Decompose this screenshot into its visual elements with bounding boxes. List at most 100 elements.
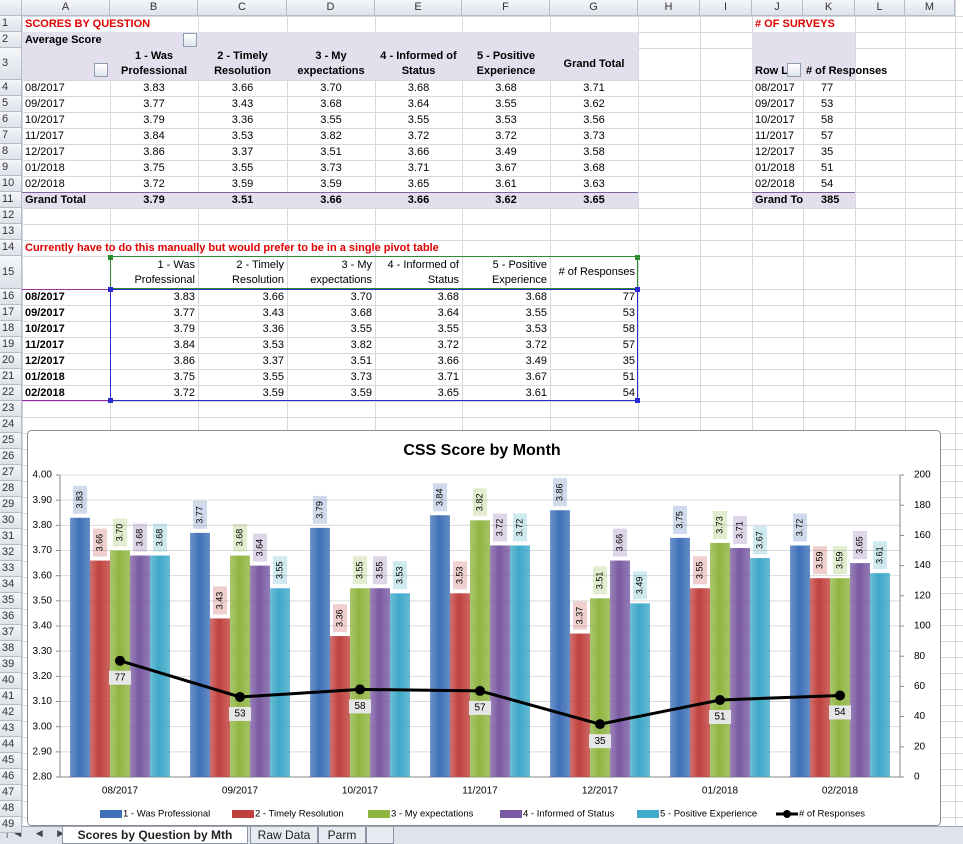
row-header[interactable]: 18 [0,321,22,337]
line-marker [235,691,245,702]
row-header[interactable]: 23 [0,401,22,417]
column-header[interactable]: A [22,0,110,16]
row-filter-button[interactable] [94,63,108,77]
row-header[interactable]: 43 [0,721,22,737]
row-header[interactable]: 27 [0,465,22,481]
row-header[interactable]: 41 [0,689,22,705]
cell-fill [752,32,855,80]
data-label-box [593,566,607,595]
cell: 3.79 [143,113,165,126]
chart-title: CSS Score by Month [403,442,560,459]
data-label: 3.83 [74,491,84,509]
x-tick-label: 08/2017 [102,786,139,797]
row-header[interactable]: 25 [0,433,22,449]
column-header[interactable]: K [803,0,855,16]
filter-dropdown-button[interactable] [183,33,197,47]
row-header[interactable]: 22 [0,385,22,401]
row-header[interactable]: 1 [0,16,22,32]
row-header[interactable]: 21 [0,369,22,385]
column-header[interactable]: I [700,0,752,16]
sheet-tab[interactable]: Parm [318,827,366,844]
row-header[interactable]: 4 [0,80,22,96]
cell: 3.56 [583,113,605,126]
row-header[interactable]: 10 [0,176,22,192]
column-header[interactable]: H [638,0,700,16]
row-header[interactable]: 34 [0,577,22,593]
row-header[interactable]: 33 [0,561,22,577]
row-header[interactable]: 49 [0,817,22,833]
column-header[interactable]: B [110,0,198,16]
cell: 3.43 [231,97,254,110]
row-header[interactable]: 40 [0,673,22,689]
data-label: 3.68 [234,529,244,547]
row-filter-button[interactable] [787,63,801,77]
row-header[interactable]: 11 [0,192,22,208]
row-header[interactable]: 3 [0,48,22,80]
cell: 12/2017 [25,354,65,367]
sheet-tab[interactable]: Scores by Question by Mth [62,827,248,844]
insert-sheet-tab[interactable] [366,827,394,844]
row-header[interactable]: 42 [0,705,22,721]
row-header[interactable]: 36 [0,609,22,625]
row-header[interactable]: 2 [0,32,22,48]
row-header[interactable]: 19 [0,337,22,353]
data-label-box [233,523,247,552]
select-all-corner[interactable] [0,0,22,16]
row-header[interactable]: 6 [0,112,22,128]
row-header[interactable]: 24 [0,417,22,433]
column-header[interactable]: L [855,0,905,16]
row-header[interactable]: 29 [0,497,22,513]
row-header[interactable]: 20 [0,353,22,369]
chart[interactable]: CSS Score by Month 2.80 2.90 3.00 3.10 3.20 3… [27,430,941,826]
cell-fill [22,32,638,80]
row-header[interactable]: 37 [0,625,22,641]
row-header[interactable]: 5 [0,96,22,112]
cell: 3.49 [495,145,517,158]
row-header[interactable]: 30 [0,513,22,529]
row-header[interactable]: 31 [0,529,22,545]
row-header[interactable]: 47 [0,785,22,801]
y2-tick-label: 0 [914,772,920,783]
row-header[interactable]: 46 [0,769,22,785]
row-header[interactable]: 14 [0,240,22,256]
legend-swatch [500,810,522,818]
row-header[interactable]: 45 [0,753,22,769]
row-header[interactable]: 32 [0,545,22,561]
column-header[interactable]: E [375,0,462,16]
row-header[interactable]: 48 [0,801,22,817]
cell: 3.65 [583,193,605,206]
column-header[interactable]: M [905,0,955,16]
y2-tick-label: 120 [914,590,931,601]
column-header[interactable]: F [462,0,550,16]
cell: 3.64 [407,97,430,110]
row-header[interactable]: 8 [0,144,22,160]
cell: 3.55 [407,113,430,126]
row-header[interactable]: 26 [0,449,22,465]
tab-navigation[interactable]: |◀ ◀ ▶ ▶| [6,828,100,838]
row-header[interactable]: 16 [0,289,22,305]
sheet-tab[interactable]: Raw Data [250,827,318,844]
cell: 3.59 [320,177,342,190]
column-header[interactable]: G [550,0,638,16]
row-header[interactable]: 9 [0,160,22,176]
row-header[interactable]: 15 [0,256,22,289]
data-label-box [833,546,847,575]
row-header[interactable]: 17 [0,305,22,321]
x-tick-label: 12/2017 [582,786,619,797]
row-header[interactable]: 38 [0,641,22,657]
column-header[interactable]: C [198,0,287,16]
cell: SCORES BY QUESTION [25,17,151,30]
column-header[interactable]: D [287,0,375,16]
row-header[interactable]: 28 [0,481,22,497]
row-header[interactable]: 13 [0,224,22,240]
row-header[interactable]: 39 [0,657,22,673]
row-header[interactable]: 7 [0,128,22,144]
row-header[interactable]: 35 [0,593,22,609]
row-header[interactable]: 12 [0,208,22,224]
cell: 3.49 [525,354,547,367]
column-header[interactable]: J [752,0,803,16]
bar [390,593,410,777]
cell: 5 - Positive Experience [491,258,547,286]
row-header[interactable]: 44 [0,737,22,753]
cell: 35 [821,145,834,158]
